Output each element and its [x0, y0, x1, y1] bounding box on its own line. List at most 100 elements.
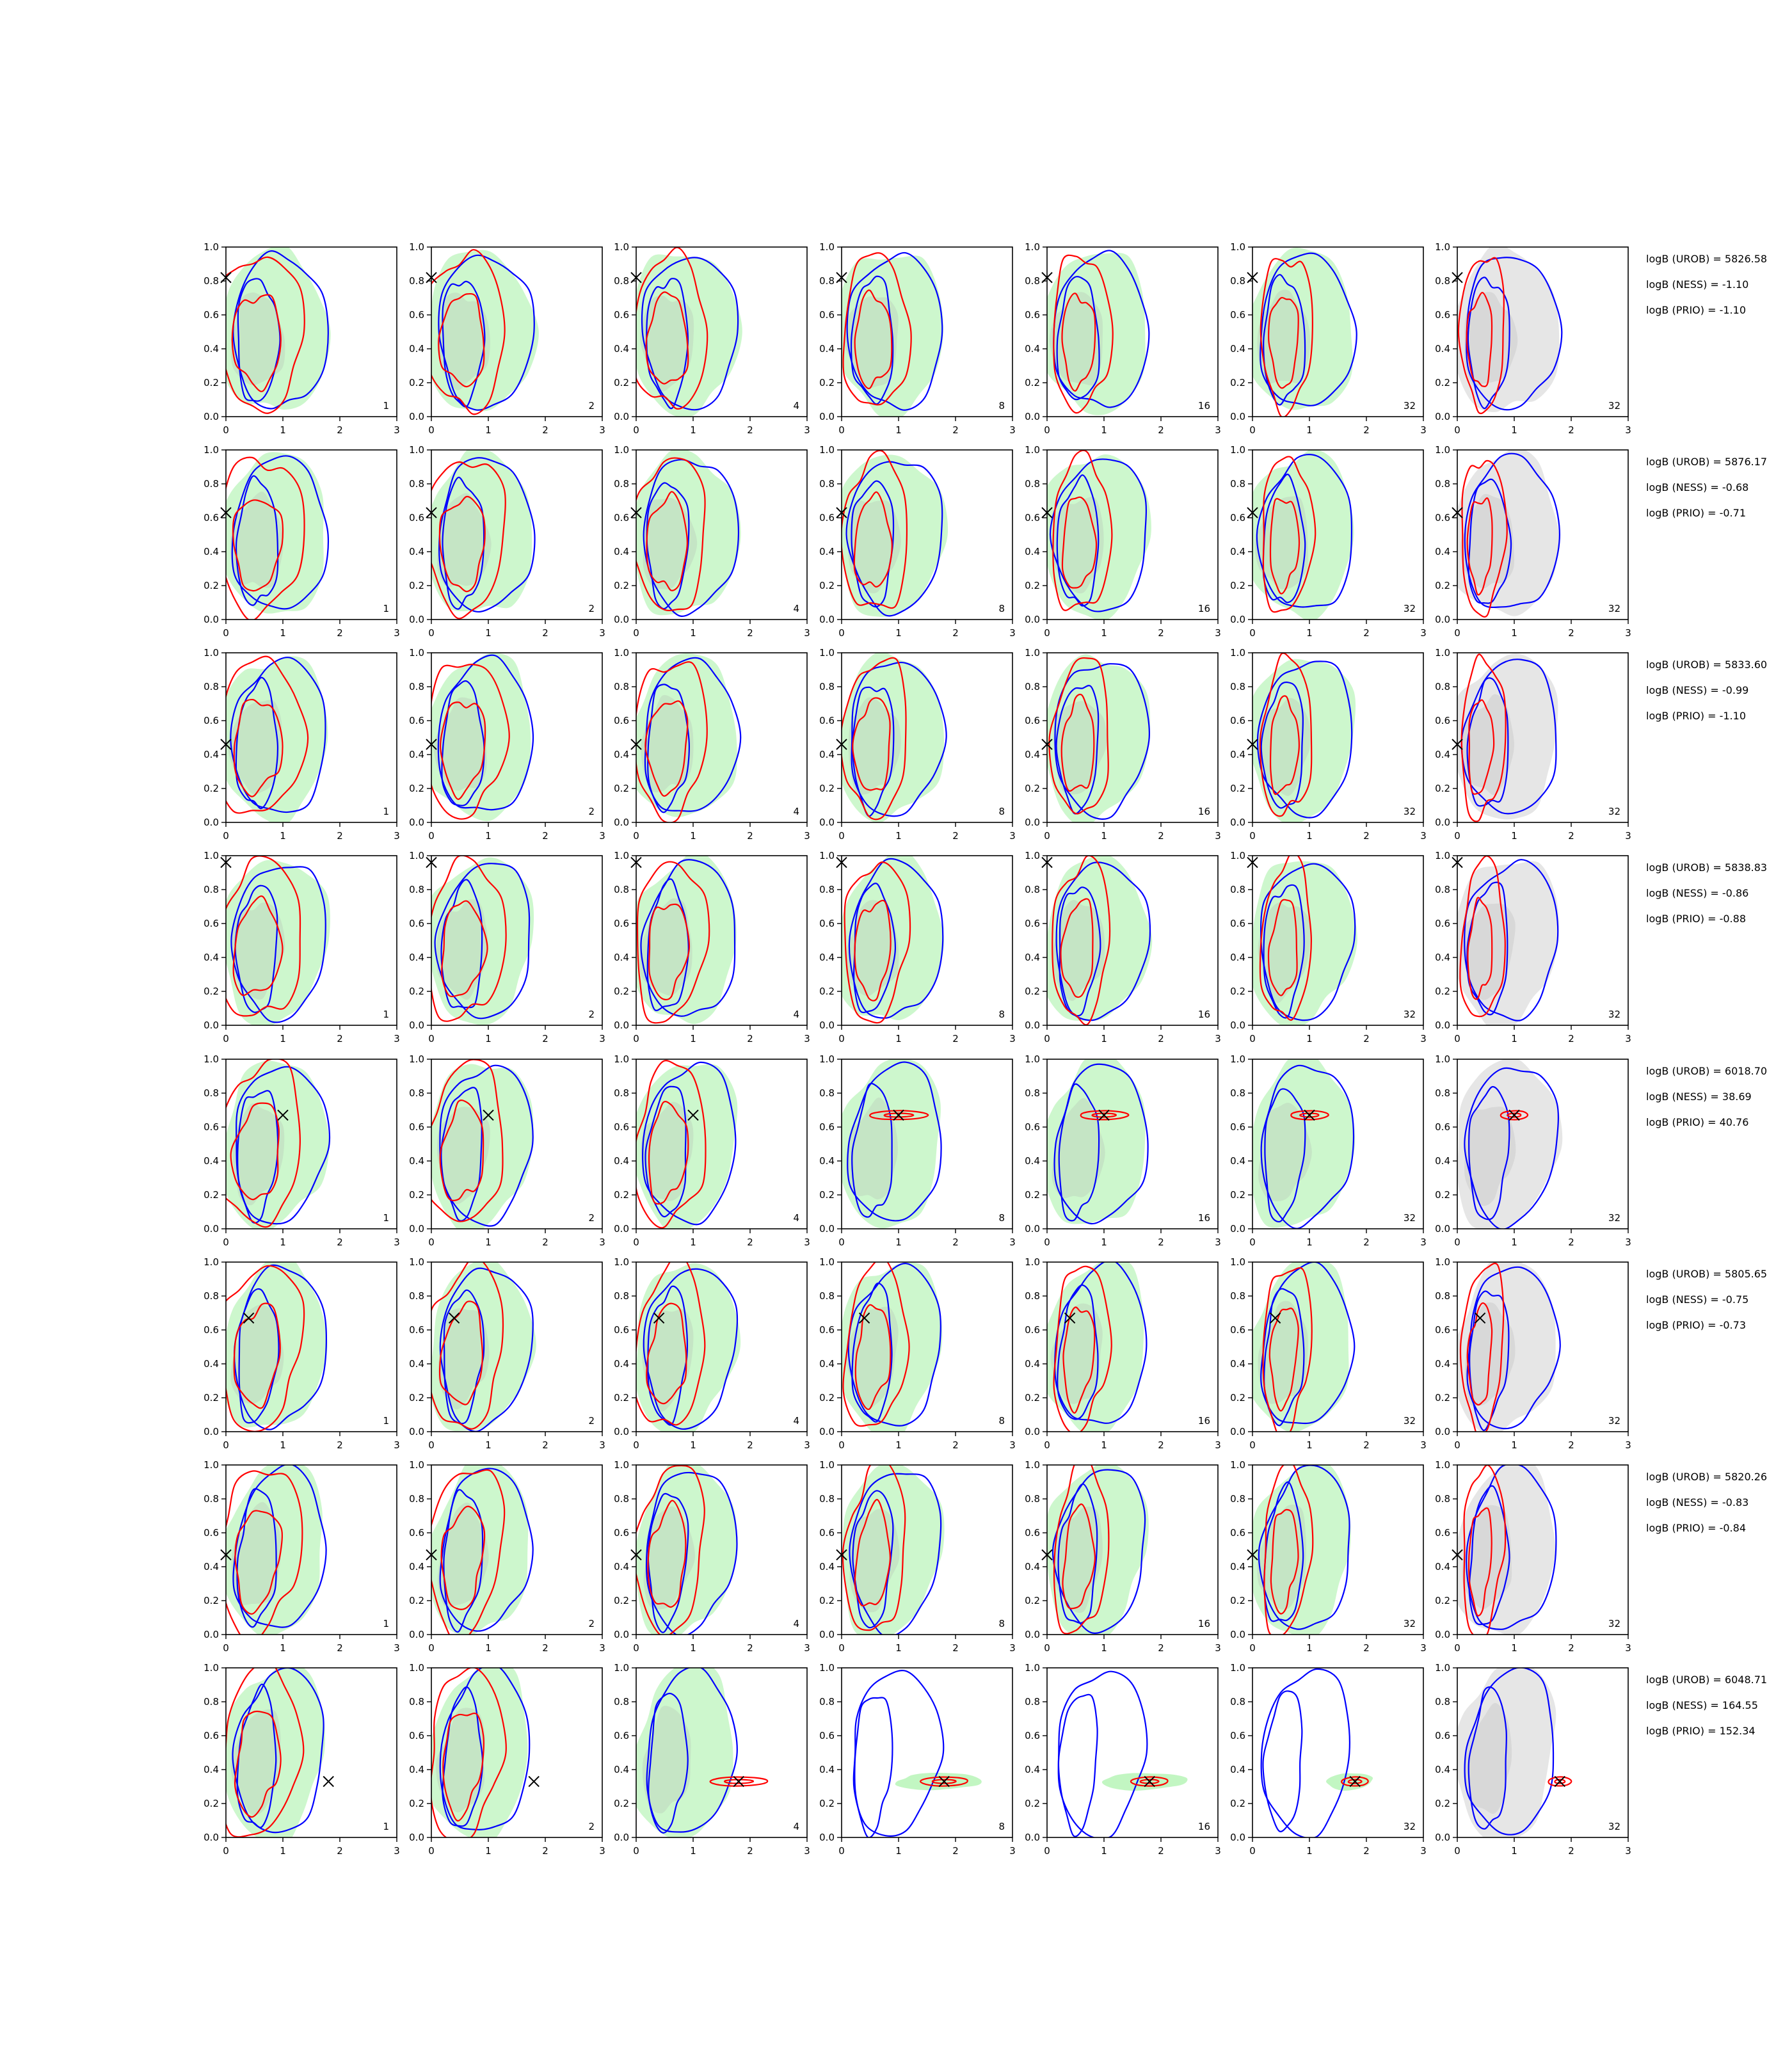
panel-frame — [225, 1059, 397, 1229]
y-tick-label: 0.2 — [1435, 1189, 1450, 1201]
y-tick-label: 1.0 — [1230, 647, 1245, 659]
red-contour-inner — [1268, 1308, 1299, 1412]
red-contour-outer — [226, 456, 305, 620]
blue-contour-inner — [852, 1490, 894, 1629]
panel-frame — [431, 855, 603, 1026]
x-tick-label: 2 — [952, 1642, 959, 1654]
blue-contour-outer — [437, 654, 534, 811]
x-tick-label: 2 — [337, 1439, 343, 1451]
panel-frame — [636, 855, 808, 1026]
red-contour-outer — [842, 1465, 906, 1631]
y-tick-label: 1.0 — [409, 1662, 424, 1674]
panel-contours — [1252, 1262, 1356, 1432]
x-tick-label: 0 — [223, 627, 229, 639]
density-core-fill — [641, 694, 694, 793]
density-fill — [1457, 1465, 1556, 1635]
blue-contour-outer — [232, 1668, 324, 1834]
y-tick-label: 0.6 — [1025, 1527, 1040, 1539]
y-tick-label: 0.2 — [1435, 1595, 1450, 1606]
blue-contour-outer — [439, 1267, 534, 1432]
x-tick-label: 0 — [428, 1033, 435, 1044]
x-tick-label: 1 — [1511, 424, 1517, 436]
blue-contour-inner — [236, 1488, 277, 1628]
y-tick-label: 1.0 — [1025, 1053, 1040, 1065]
y-tick-label: 0.8 — [819, 275, 835, 287]
panel-iteration-label: 8 — [998, 1618, 1005, 1629]
red-contour-outer — [226, 1668, 305, 1837]
panel-r3-c7: 0 1 2 3 0.0 0.2 0.4 0.6 0.8 1.0 32 — [1435, 647, 1631, 842]
panel-iteration-label: 4 — [793, 603, 799, 614]
red-contour-inner — [1269, 695, 1300, 796]
y-tick-label: 0.4 — [1230, 1764, 1245, 1775]
red-contour-outer — [1290, 1110, 1329, 1121]
y-tick-label: 1.0 — [819, 241, 835, 253]
y-tick-label: 0.4 — [409, 1358, 424, 1370]
y-tick-label: 0.2 — [1230, 1798, 1245, 1809]
x-tick-label: 0 — [633, 1845, 639, 1857]
panel-iteration-label: 8 — [998, 806, 1005, 817]
panel-iteration-label: 2 — [588, 1618, 595, 1629]
y-tick-label: 0.4 — [1435, 952, 1450, 963]
y-tick-label: 0.8 — [409, 1087, 424, 1099]
blue-contour-inner — [854, 1697, 893, 1837]
x-tick-label: 3 — [1420, 1845, 1427, 1857]
y-tick-label: 0.6 — [819, 1121, 835, 1133]
density-fill — [1252, 1465, 1351, 1635]
panel-contours — [1457, 450, 1561, 618]
x-tick-label: 2 — [1568, 627, 1574, 639]
panel-r7-c7: 0 1 2 3 0.0 0.2 0.4 0.6 0.8 1.0 32 — [1435, 1459, 1631, 1654]
y-tick-label: 0.0 — [819, 817, 835, 828]
x-tick-label: 1 — [485, 627, 492, 639]
panel-frame — [1252, 1667, 1424, 1838]
panel-r8-c4: 0 1 2 3 0.0 0.2 0.4 0.6 0.8 1.0 8 — [819, 1662, 1016, 1857]
panel-r3-c6: 0 1 2 3 0.0 0.2 0.4 0.6 0.8 1.0 32 — [1230, 647, 1427, 842]
red-contour-outer — [636, 1060, 707, 1229]
red-contour-outer — [842, 657, 907, 820]
panel-contours — [226, 1262, 328, 1432]
y-tick-label: 0.8 — [204, 1493, 219, 1505]
logb-annotation: logB (PRIO) = -1.10 — [1646, 710, 1746, 722]
red-contour-inner — [854, 899, 892, 1002]
panel-r8-c2: 0 1 2 3 0.0 0.2 0.4 0.6 0.8 1.0 2 — [409, 1662, 605, 1857]
red-contour-inner — [883, 1112, 915, 1118]
y-tick-label: 0.8 — [204, 681, 219, 692]
x-tick-label: 2 — [1363, 830, 1370, 842]
y-tick-label: 0.2 — [409, 1798, 424, 1809]
red-contour-outer — [226, 1470, 303, 1635]
red-contour-inner — [1269, 498, 1300, 595]
panel-r1-c7: 0 1 2 3 0.0 0.2 0.4 0.6 0.8 1.0 32 — [1435, 241, 1631, 436]
panel-contours — [1457, 1262, 1561, 1432]
true-value-marker — [483, 1109, 494, 1121]
y-tick-label: 0.4 — [1435, 749, 1450, 760]
true-value-marker — [277, 1109, 289, 1121]
x-tick-label: 2 — [542, 627, 548, 639]
y-tick-label: 0.6 — [409, 1730, 424, 1741]
true-value-marker — [733, 1775, 744, 1788]
red-contour-inner — [931, 1779, 957, 1784]
y-tick-label: 0.8 — [204, 1290, 219, 1302]
y-tick-label: 0.0 — [1230, 614, 1245, 625]
blue-contour-outer — [642, 1061, 737, 1226]
panel-frame — [841, 652, 1013, 823]
x-tick-label: 3 — [1215, 1439, 1221, 1451]
x-tick-label: 0 — [1044, 1033, 1050, 1044]
y-tick-label: 0.0 — [1025, 817, 1040, 828]
y-tick-label: 0.8 — [614, 681, 629, 692]
x-tick-label: 1 — [690, 1033, 696, 1044]
panel-iteration-label: 32 — [1608, 400, 1620, 412]
density-fill — [431, 653, 531, 822]
red-contour-outer — [226, 655, 309, 814]
x-tick-label: 1 — [895, 1845, 902, 1857]
y-tick-label: 1.0 — [409, 850, 424, 861]
red-contour-inner — [232, 499, 284, 592]
red-contour-outer — [1263, 1465, 1314, 1635]
x-tick-label: 0 — [838, 1439, 845, 1451]
blue-contour-inner — [1057, 1483, 1098, 1624]
y-tick-label: 0.0 — [614, 1832, 629, 1843]
red-contour-outer — [1053, 1265, 1112, 1432]
blue-contour-outer — [852, 1670, 945, 1837]
y-tick-label: 0.2 — [1230, 1189, 1245, 1201]
density-fill — [1101, 1773, 1188, 1791]
logb-annotation: logB (NESS) = -0.99 — [1646, 684, 1748, 696]
panel-r4-c1: 0 1 2 3 0.0 0.2 0.4 0.6 0.8 1.0 1 — [204, 850, 400, 1044]
